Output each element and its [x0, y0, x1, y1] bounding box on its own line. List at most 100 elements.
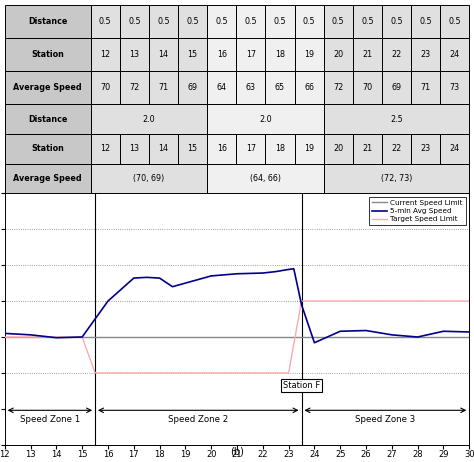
Bar	[294, 38, 324, 71]
Bar	[91, 5, 120, 38]
Text: 71: 71	[158, 83, 169, 92]
Bar	[324, 164, 469, 193]
Text: 16: 16	[217, 144, 227, 153]
Text: 0.5: 0.5	[419, 17, 432, 26]
Bar	[265, 38, 294, 71]
Bar	[236, 71, 265, 104]
Bar	[178, 134, 207, 164]
Text: 24: 24	[450, 144, 460, 153]
Text: 12: 12	[100, 144, 110, 153]
Text: Station F: Station F	[283, 381, 320, 390]
Text: 13: 13	[129, 144, 139, 153]
Text: 16: 16	[217, 50, 227, 59]
Bar	[5, 71, 91, 104]
Bar	[411, 134, 440, 164]
Text: 14: 14	[158, 144, 168, 153]
Text: 0.5: 0.5	[303, 17, 315, 26]
Bar	[178, 38, 207, 71]
Bar	[5, 5, 91, 38]
Text: 2.0: 2.0	[143, 115, 155, 123]
Bar	[91, 38, 120, 71]
Bar	[91, 71, 120, 104]
Bar	[178, 71, 207, 104]
Text: 17: 17	[246, 144, 256, 153]
Legend: Current Speed Limit, 5-min Avg Speed, Target Speed Limit: Current Speed Limit, 5-min Avg Speed, Ta…	[369, 197, 465, 225]
Bar	[120, 134, 149, 164]
Text: 64: 64	[217, 83, 227, 92]
Text: Average Speed: Average Speed	[13, 174, 82, 183]
Text: 70: 70	[100, 83, 110, 92]
Text: 21: 21	[362, 144, 373, 153]
Bar	[207, 164, 324, 193]
Bar	[236, 5, 265, 38]
Text: Distance: Distance	[28, 17, 67, 26]
Bar	[120, 5, 149, 38]
Text: 72: 72	[129, 83, 139, 92]
Bar	[236, 134, 265, 164]
Text: Distance: Distance	[28, 115, 67, 123]
Text: 0.5: 0.5	[361, 17, 374, 26]
Text: 0.5: 0.5	[186, 17, 199, 26]
Bar	[149, 134, 178, 164]
Bar	[324, 134, 353, 164]
Bar	[382, 5, 411, 38]
Text: 73: 73	[450, 83, 460, 92]
Text: 0.5: 0.5	[128, 17, 141, 26]
Text: 20: 20	[333, 144, 343, 153]
Text: 70: 70	[362, 83, 373, 92]
Bar	[265, 134, 294, 164]
Bar	[353, 5, 382, 38]
Bar	[324, 104, 469, 134]
Text: 24: 24	[450, 50, 460, 59]
Bar	[207, 71, 236, 104]
Text: 13: 13	[129, 50, 139, 59]
Bar	[5, 164, 91, 193]
Text: 0.5: 0.5	[99, 17, 111, 26]
Text: Station: Station	[31, 50, 64, 59]
Bar	[324, 38, 353, 71]
Bar	[382, 71, 411, 104]
Text: 23: 23	[420, 144, 431, 153]
Bar	[91, 104, 207, 134]
Bar	[353, 38, 382, 71]
Text: 22: 22	[392, 50, 401, 59]
Text: 20: 20	[333, 50, 343, 59]
Bar	[440, 71, 469, 104]
Bar	[294, 71, 324, 104]
Bar	[411, 5, 440, 38]
Text: 18: 18	[275, 144, 285, 153]
Bar	[440, 5, 469, 38]
Bar	[236, 38, 265, 71]
Bar	[149, 71, 178, 104]
Bar	[440, 134, 469, 164]
Text: 72: 72	[333, 83, 343, 92]
Text: 12: 12	[100, 50, 110, 59]
Bar	[382, 38, 411, 71]
Text: 69: 69	[392, 83, 401, 92]
Text: 15: 15	[188, 50, 198, 59]
Bar	[120, 38, 149, 71]
Bar	[207, 38, 236, 71]
Text: Average Speed: Average Speed	[13, 83, 82, 92]
Bar	[353, 134, 382, 164]
Bar	[294, 134, 324, 164]
Bar	[5, 38, 91, 71]
Text: 71: 71	[420, 83, 431, 92]
Bar	[411, 71, 440, 104]
Text: (a): (a)	[230, 211, 244, 220]
Text: 18: 18	[275, 50, 285, 59]
Text: 0.5: 0.5	[273, 17, 286, 26]
Text: 66: 66	[304, 83, 314, 92]
Bar	[207, 134, 236, 164]
Bar	[207, 5, 236, 38]
Text: Station: Station	[31, 144, 64, 153]
Bar	[265, 5, 294, 38]
Bar	[91, 134, 120, 164]
Text: (b): (b)	[230, 446, 244, 456]
Text: 14: 14	[158, 50, 168, 59]
Text: 2.0: 2.0	[259, 115, 272, 123]
Text: 15: 15	[188, 144, 198, 153]
Bar	[382, 134, 411, 164]
Bar	[5, 134, 91, 164]
Text: Speed Zone 1: Speed Zone 1	[20, 415, 80, 424]
